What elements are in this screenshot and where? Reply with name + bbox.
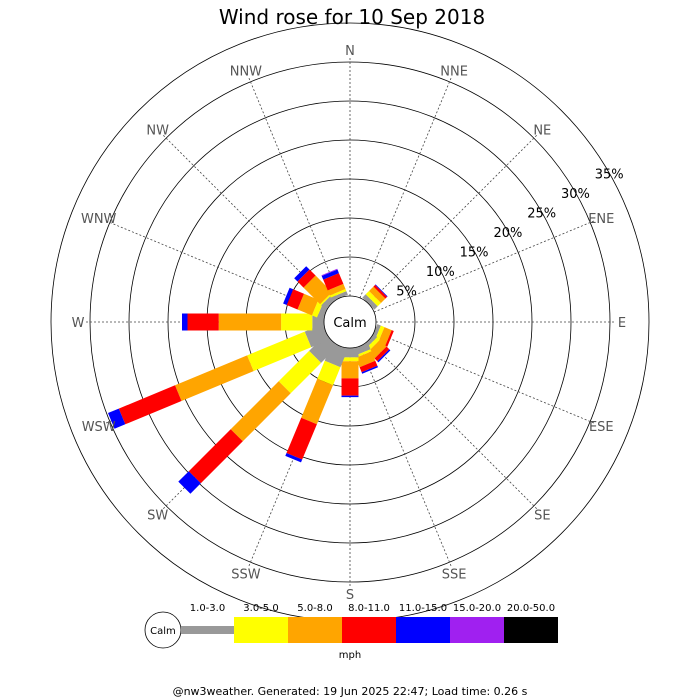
ring-label-25%: 25% (527, 207, 556, 222)
petal-SE-bin-3 (374, 346, 390, 362)
ring-25% (128, 100, 572, 544)
petal-NE-bin-0 (362, 294, 378, 310)
direction-label-WNW: WNW (81, 212, 117, 227)
direction-label-S: S (346, 588, 354, 603)
legend-label-1.0-3.0: 1.0-3.0 (190, 603, 225, 614)
petal-W-bin-3 (187, 313, 219, 331)
petal-WSW-bin-1 (247, 331, 312, 372)
calm-circle-shape (323, 295, 377, 349)
petal-W-bin-1 (281, 313, 313, 331)
petal-NW-bin-4 (294, 266, 310, 282)
petal-WNW-bin-3 (286, 289, 304, 310)
direction-label-W: W (72, 316, 85, 331)
petal-WSW-bin-4 (108, 408, 126, 429)
ring-label-10%: 10% (426, 265, 455, 280)
petal-W-bin-2 (218, 313, 282, 331)
direction-label-ESE: ESE (589, 420, 614, 435)
petal-SE-bin-4 (377, 349, 391, 363)
footer: @nw3weather. Generated: 19 Jun 2025 22:4… (173, 685, 528, 698)
petal-SSW-bin-1 (317, 360, 341, 386)
direction-label-ENE: ENE (588, 212, 614, 227)
petal-NNW-bin-3 (323, 273, 344, 291)
petal-S-bin-4 (341, 395, 359, 398)
legend-label-11.0-15.0: 11.0-15.0 (399, 603, 447, 614)
petal-SSE-bin-3 (359, 360, 378, 373)
petal-W-bin-4 (182, 313, 188, 331)
spoke-SE (368, 340, 537, 509)
petal-SSE-bin-1 (354, 349, 372, 358)
direction-label-SE: SE (534, 508, 550, 523)
petal-NW-bin-2 (303, 275, 333, 305)
direction-label-WSW: WSW (82, 420, 116, 435)
petal-SSE-bin-4 (361, 365, 378, 374)
direction-label-SSW: SSW (231, 567, 261, 582)
direction-label-NE: NE (533, 124, 551, 139)
legend-swatch-11.0-15.0 (396, 617, 450, 643)
petal-SW-bin-3 (188, 429, 243, 484)
ring-labels: 5% 10% 15% 20% 25% 30% 35% (396, 168, 623, 300)
petal-NE-bin-1 (365, 291, 381, 307)
petal-NNW-bin-1 (329, 289, 347, 298)
petal-S-bin-3 (341, 378, 359, 396)
ring-label-5%: 5% (396, 285, 417, 300)
direction-label-SW: SW (147, 508, 168, 523)
petal-S-bin-1 (341, 357, 359, 362)
petal-WSW-bin-3 (118, 385, 182, 425)
legend-swatch-20.0-50.0 (504, 617, 558, 643)
petal-NNW-bin-4 (321, 269, 339, 280)
ring-label-15%: 15% (460, 246, 489, 261)
ring-label-20%: 20% (493, 226, 522, 241)
petal-ESE-bin-3 (385, 330, 394, 347)
direction-label-NNE: NNE (440, 65, 468, 80)
wind-petals (108, 266, 394, 494)
petal-NNW-bin-2 (327, 283, 346, 296)
legend-label-5.0-8.0: 5.0-8.0 (297, 603, 332, 614)
calm-circle: Calm (323, 295, 377, 349)
petal-WNW-bin-2 (297, 293, 319, 316)
direction-label-N: N (345, 44, 355, 59)
legend-swatch-5.0-8.0 (288, 617, 342, 643)
petal-WNW-bin-4 (283, 287, 294, 305)
petal-SW-bin-0 (309, 334, 338, 363)
petal-SE-bin-2 (367, 339, 387, 359)
legend-swatch-8.0-11.0 (342, 617, 396, 643)
legend-swatch-1.0-3.0 (181, 626, 234, 634)
petal-SSW-bin-4 (285, 453, 303, 463)
petal-S-bin-2 (341, 361, 359, 379)
petal-SSW-bin-3 (286, 417, 317, 460)
petal-SW-bin-1 (278, 350, 322, 394)
legend-swatch-15.0-20.0 (450, 617, 504, 643)
ring-label-30%: 30% (561, 187, 590, 202)
legend-label-3.0-5.0: 3.0-5.0 (243, 603, 278, 614)
petal-SSW-bin-2 (301, 378, 333, 425)
petal-WSW-bin-2 (175, 355, 254, 401)
speed-legend: Calm 1.0-3.0 3.0-5.0 5.0-8.0 8.0-11.0 11.0-15… (144, 603, 558, 661)
petal-NW-bin-3 (297, 269, 316, 288)
legend-label-8.0-11.0: 8.0-11.0 (348, 603, 390, 614)
direction-label-E: E (618, 316, 626, 331)
petal-NNW-bin-5 (321, 268, 338, 276)
petal-SW-bin-2 (230, 381, 291, 442)
legend-label-15.0-20.0: 15.0-20.0 (453, 603, 501, 614)
direction-label-SSE: SSE (442, 567, 467, 582)
petal-NE-bin-3 (373, 284, 388, 299)
chart-title: Wind rose for 10 Sep 2018 (219, 5, 485, 29)
direction-labels: N NNE NE ENE E ESE SE SSE S SSW SW WSW W WNW NW NNW (72, 44, 627, 603)
petal-SSE-bin-2 (355, 351, 376, 368)
legend-label-20.0-50.0: 20.0-50.0 (507, 603, 555, 614)
petal-NE-bin-4 (375, 284, 388, 297)
petal-SW-bin-4 (178, 471, 201, 494)
direction-label-NW: NW (146, 124, 169, 139)
ring-label-35%: 35% (595, 168, 624, 183)
petal-NNW-bin-0 (330, 291, 348, 302)
direction-label-NNW: NNW (230, 65, 262, 80)
petal-ESE-bin-2 (378, 327, 392, 346)
legend-unit: mph (339, 650, 361, 661)
legend-calm-label: Calm (150, 626, 176, 637)
legend-swatch-3.0-5.0 (234, 617, 288, 643)
calm-label: Calm (333, 316, 366, 331)
petal-NE-bin-2 (369, 286, 386, 303)
